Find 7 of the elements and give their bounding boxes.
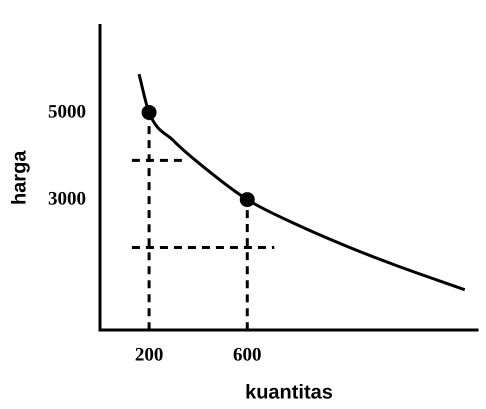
x-tick-label: 200 (134, 344, 164, 366)
y-tick-label: 3000 (48, 188, 86, 210)
line-series (138, 72, 466, 292)
y-axis-title: harga (8, 150, 31, 206)
x-tick-label: 600 (233, 344, 262, 366)
x-axis-title: kuantitas (245, 382, 333, 404)
y-tick-label: 5000 (48, 101, 86, 122)
